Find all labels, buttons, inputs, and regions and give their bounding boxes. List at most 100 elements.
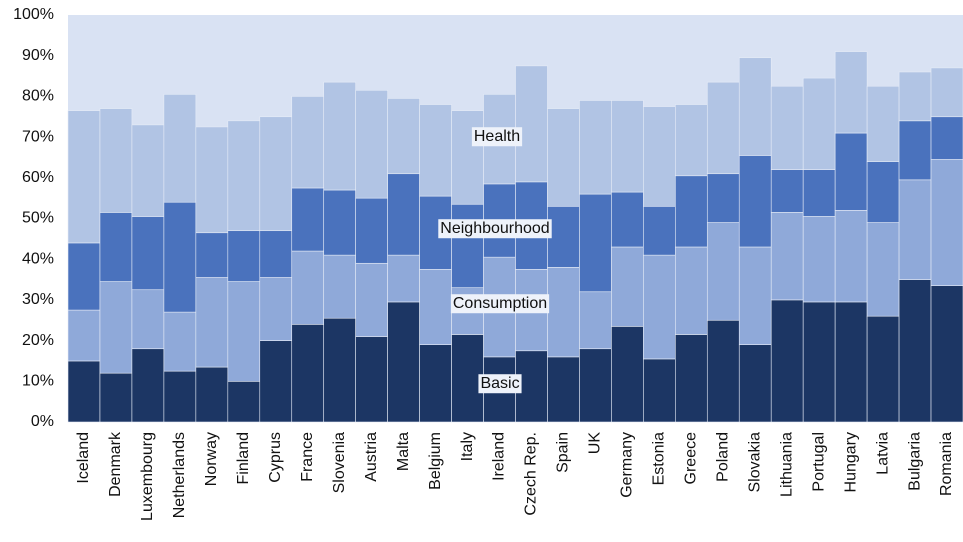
bar-segment	[675, 104, 708, 177]
bar-segment	[930, 159, 963, 286]
x-tick-label: Greece	[683, 432, 700, 485]
bar-segment	[834, 51, 868, 134]
bar-segment	[195, 232, 229, 278]
x-tick-label: Portugal	[810, 432, 827, 492]
y-tick-label: 80%	[22, 88, 54, 105]
y-tick-label: 60%	[22, 169, 54, 186]
x-tick-label: Lithuania	[778, 432, 795, 497]
x-tick-label: Bulgaria	[906, 432, 923, 491]
bar-segment	[643, 205, 676, 256]
bar-segment	[611, 326, 644, 423]
bar-segment	[227, 281, 261, 382]
bar-segment	[643, 358, 676, 423]
y-tick-label: 10%	[22, 373, 54, 390]
x-tick-label: Ireland	[491, 432, 508, 481]
bar-segment	[579, 100, 612, 195]
series-label: Consumption	[453, 295, 547, 312]
x-tick-label: UK	[587, 432, 604, 455]
y-tick-label: 50%	[22, 210, 54, 227]
bar-segment	[547, 108, 580, 207]
bar-segment	[898, 120, 932, 181]
bar-segment	[802, 77, 836, 170]
series-label-background	[478, 374, 522, 394]
y-tick-label: 70%	[22, 128, 54, 145]
bar-segment	[930, 285, 963, 423]
bar-segment	[611, 246, 644, 327]
x-tick-label: Denmark	[107, 431, 124, 497]
bar-segment	[898, 179, 932, 280]
x-tick-label: France	[299, 432, 316, 482]
bar-segment	[323, 81, 356, 191]
bar-segment	[291, 187, 325, 252]
bar-segment	[99, 372, 133, 423]
bar-segment	[355, 197, 388, 264]
bar-segment	[770, 169, 804, 213]
series-label: Basic	[480, 375, 519, 392]
bar-segment	[866, 161, 900, 223]
y-tick-label: 100%	[13, 6, 54, 23]
bar-segment	[834, 132, 868, 211]
bar-segment	[291, 324, 325, 423]
y-tick-label: 0%	[31, 413, 54, 430]
bar-segment	[930, 116, 963, 160]
bar-segment	[866, 222, 900, 317]
bar-segment	[643, 106, 676, 207]
series-label: Health	[474, 128, 520, 145]
bar-segment	[675, 175, 708, 248]
x-tick-label: Norway	[203, 432, 220, 486]
bar-segment	[738, 246, 772, 345]
bar-segment	[99, 281, 133, 374]
x-tick-label: Poland	[714, 432, 731, 482]
bar-segment	[163, 311, 197, 372]
bar-segment	[706, 81, 740, 175]
bar-segment	[131, 289, 165, 350]
bar-segment	[387, 301, 420, 423]
bar-segment	[99, 212, 133, 282]
bar-segment	[770, 85, 804, 170]
x-tick-label: Italy	[459, 432, 476, 461]
bar-segment	[419, 344, 452, 423]
x-tick-label: Slovenia	[331, 432, 348, 493]
bar-segment	[898, 71, 932, 122]
x-tick-label: Luxembourg	[139, 432, 156, 521]
bar-segment	[706, 173, 740, 223]
bar-segment	[706, 319, 740, 423]
bar-segment	[930, 67, 963, 118]
bar-segment	[387, 173, 420, 256]
x-tick-label: Slovakia	[746, 432, 763, 493]
x-tick-label: Cyprus	[267, 432, 284, 483]
bar-segment	[227, 380, 261, 423]
bar-segment	[67, 360, 101, 423]
bar-segment	[227, 230, 261, 282]
bar-segment	[770, 299, 804, 423]
x-tick-label: Hungary	[842, 432, 859, 492]
bar-segment	[547, 267, 580, 358]
bar-segment	[738, 155, 772, 248]
bar-segment	[67, 110, 101, 244]
x-tick-label: Austria	[363, 432, 380, 482]
x-tick-label: Iceland	[75, 432, 92, 484]
bar-segment	[131, 348, 165, 423]
bar-segment	[323, 189, 356, 256]
bar-segment	[195, 366, 229, 423]
bar-segment	[834, 210, 868, 303]
bar-segment	[355, 89, 388, 199]
bar-segment	[898, 279, 932, 423]
bar-segment	[387, 254, 420, 303]
bar-segment	[515, 65, 548, 183]
bar-segment	[579, 291, 612, 350]
bar-segment	[451, 110, 484, 205]
series-label: Neighbourhood	[440, 220, 549, 237]
bar-segment	[706, 222, 740, 321]
bar-segment	[99, 108, 133, 213]
bar-segment	[866, 85, 900, 162]
bar-segment	[738, 344, 772, 423]
bar-segment	[643, 254, 676, 360]
bar-segment	[451, 203, 484, 288]
bar-segment	[738, 57, 772, 156]
bar-segment	[195, 126, 229, 234]
bar-segment	[611, 191, 644, 248]
bar-segment	[611, 100, 644, 193]
x-tick-label: Netherlands	[171, 432, 188, 518]
bar-segment	[163, 94, 197, 203]
